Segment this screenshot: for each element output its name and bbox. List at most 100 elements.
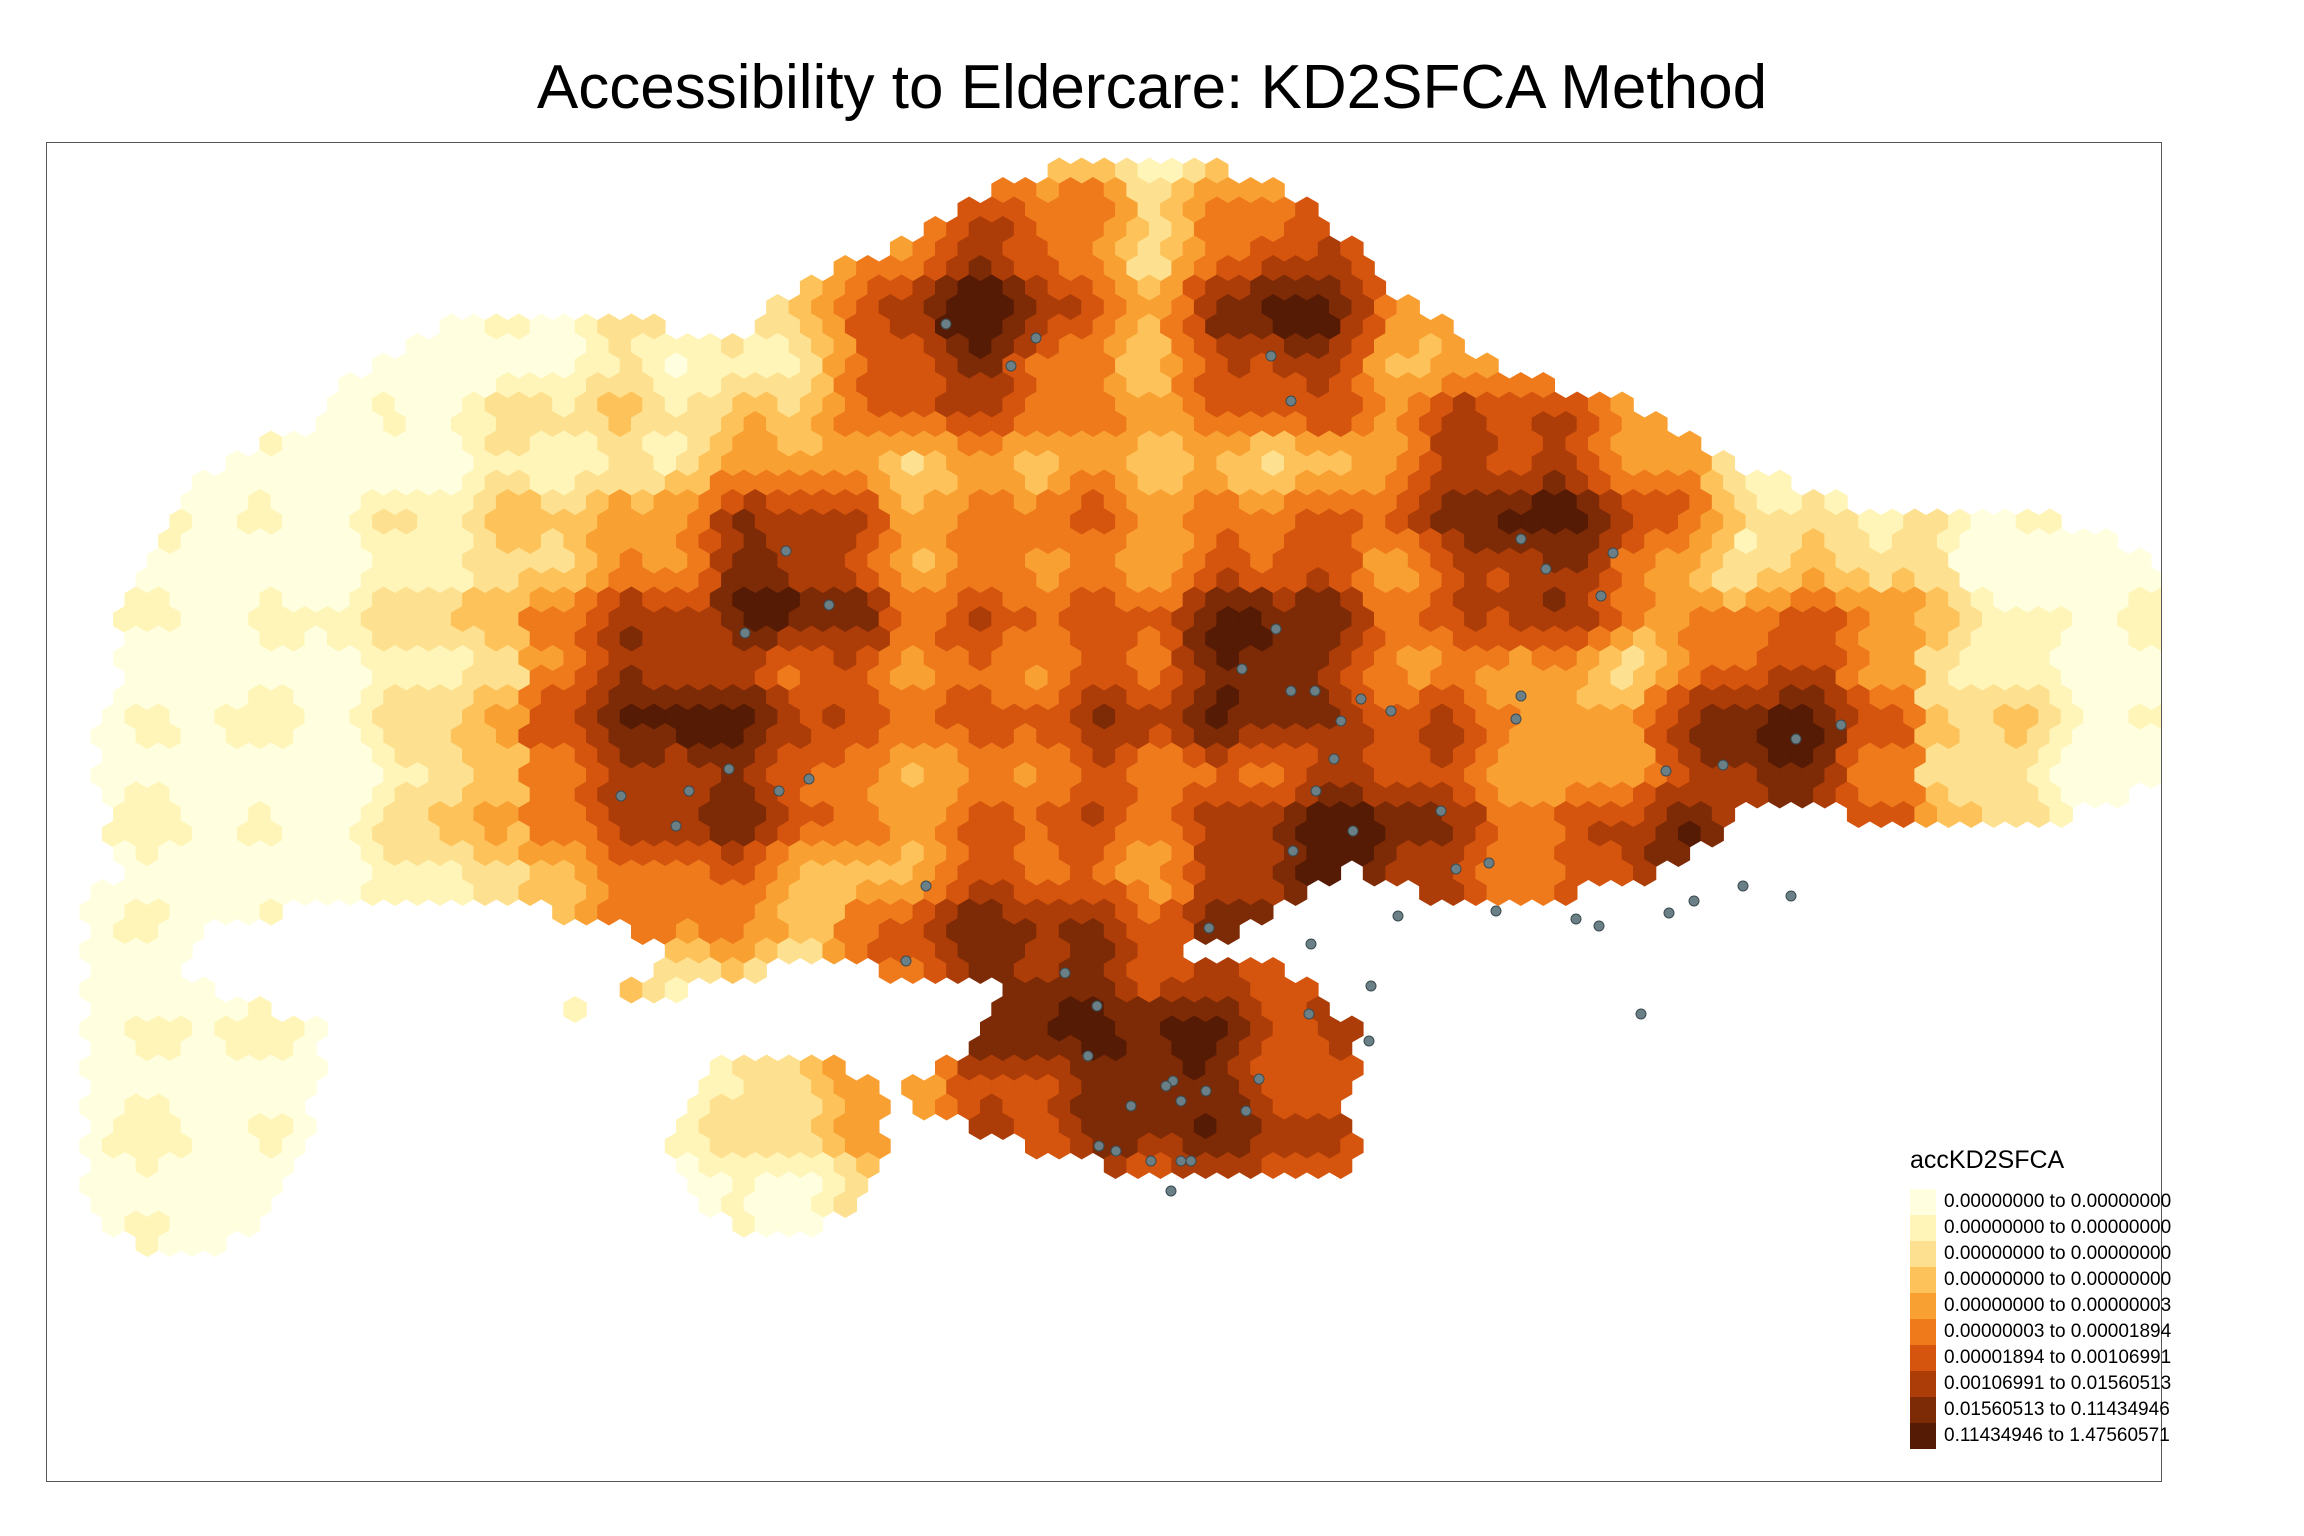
legend-label: 0.00000000 to 0.00000000 bbox=[1944, 1217, 2172, 1238]
eldercare-location-point[interactable] bbox=[1175, 1095, 1187, 1107]
eldercare-location-point[interactable] bbox=[1593, 920, 1605, 932]
hexagon-cell bbox=[2150, 587, 2161, 613]
legend-label: 0.00000000 to 0.00000000 bbox=[1944, 1269, 2172, 1290]
eldercare-location-point[interactable] bbox=[1490, 905, 1502, 917]
legend: accKD2SFCA 0.00000000 to 0.00000000 0.000… bbox=[1910, 1146, 2171, 1449]
eldercare-location-point[interactable] bbox=[1515, 533, 1527, 545]
legend-entry: 0.00000000 to 0.00000000 bbox=[1910, 1215, 2171, 1241]
eldercare-location-point[interactable] bbox=[1365, 980, 1377, 992]
eldercare-location-point[interactable] bbox=[1450, 863, 1462, 875]
hexagon-cell bbox=[2150, 743, 2161, 769]
eldercare-location-point[interactable] bbox=[670, 820, 682, 832]
eldercare-location-point[interactable] bbox=[1200, 1085, 1212, 1097]
hexagon-cell bbox=[833, 1191, 857, 1218]
eldercare-location-point[interactable] bbox=[1790, 733, 1802, 745]
eldercare-location-point[interactable] bbox=[1435, 805, 1447, 817]
eldercare-location-point[interactable] bbox=[1515, 690, 1527, 702]
eldercare-location-point[interactable] bbox=[1082, 1050, 1094, 1062]
eldercare-location-point[interactable] bbox=[1175, 1155, 1187, 1167]
eldercare-location-point[interactable] bbox=[1185, 1155, 1197, 1167]
eldercare-location-point[interactable] bbox=[1347, 825, 1359, 837]
eldercare-location-point[interactable] bbox=[1059, 967, 1071, 979]
eldercare-location-point[interactable] bbox=[1688, 895, 1700, 907]
eldercare-location-point[interactable] bbox=[1093, 1140, 1105, 1152]
hexagon-cell bbox=[1329, 1152, 1353, 1179]
eldercare-location-point[interactable] bbox=[615, 790, 627, 802]
eldercare-location-point[interactable] bbox=[1335, 715, 1347, 727]
legend-label: 0.00000000 to 0.00000000 bbox=[1944, 1243, 2172, 1264]
legend-swatch bbox=[1910, 1215, 1936, 1241]
eldercare-location-point[interactable] bbox=[1737, 880, 1749, 892]
hexagon-cell bbox=[799, 1210, 824, 1238]
eldercare-location-point[interactable] bbox=[1303, 1008, 1315, 1020]
eldercare-location-point[interactable] bbox=[1005, 360, 1017, 372]
legend-entry: 0.00001894 to 0.00106991 bbox=[1910, 1345, 2171, 1371]
eldercare-location-point[interactable] bbox=[1165, 1185, 1177, 1197]
eldercare-location-point[interactable] bbox=[1125, 1100, 1137, 1112]
eldercare-location-point[interactable] bbox=[1253, 1073, 1265, 1085]
hexagon-cell bbox=[2049, 801, 2073, 828]
eldercare-location-point[interactable] bbox=[803, 773, 815, 785]
legend-label: 0.00001894 to 0.00106991 bbox=[1944, 1347, 2172, 1368]
eldercare-location-point[interactable] bbox=[1355, 693, 1367, 705]
eldercare-location-point[interactable] bbox=[1540, 563, 1552, 575]
legend-swatch bbox=[1910, 1319, 1936, 1345]
eldercare-location-point[interactable] bbox=[1305, 938, 1317, 950]
eldercare-location-point[interactable] bbox=[1236, 663, 1248, 675]
eldercare-location-point[interactable] bbox=[1328, 753, 1340, 765]
eldercare-location-point[interactable] bbox=[900, 955, 912, 967]
eldercare-location-point[interactable] bbox=[940, 318, 952, 330]
eldercare-location-point[interactable] bbox=[1270, 623, 1282, 635]
eldercare-location-point[interactable] bbox=[723, 763, 735, 775]
eldercare-location-point[interactable] bbox=[1607, 547, 1619, 559]
eldercare-location-point[interactable] bbox=[1285, 685, 1297, 697]
eldercare-location-point[interactable] bbox=[1030, 332, 1042, 344]
eldercare-location-point[interactable] bbox=[920, 880, 932, 892]
hexagon-cell bbox=[203, 1230, 227, 1257]
eldercare-location-point[interactable] bbox=[1385, 705, 1397, 717]
eldercare-location-point[interactable] bbox=[1635, 1008, 1647, 1020]
eldercare-location-point[interactable] bbox=[1510, 713, 1522, 725]
eldercare-location-point[interactable] bbox=[1663, 907, 1675, 919]
hexagon-cell bbox=[1633, 859, 1657, 887]
legend-title: accKD2SFCA bbox=[1910, 1146, 2065, 1174]
eldercare-location-point[interactable] bbox=[1392, 910, 1404, 922]
eldercare-location-point[interactable] bbox=[1835, 719, 1847, 731]
hexagon-cell bbox=[1317, 859, 1342, 887]
legend-entry: 0.01560513 to 0.11434946 bbox=[1910, 1397, 2171, 1423]
eldercare-location-point[interactable] bbox=[1363, 1035, 1375, 1047]
eldercare-location-point[interactable] bbox=[1145, 1155, 1157, 1167]
hexagon-cell bbox=[1250, 898, 1274, 926]
legend-entry: 0.00000000 to 0.00000000 bbox=[1910, 1189, 2171, 1215]
eldercare-location-point[interactable] bbox=[1160, 1080, 1172, 1092]
eldercare-location-point[interactable] bbox=[1595, 590, 1607, 602]
legend-label: 0.11434946 to 1.47560571 bbox=[1944, 1425, 2170, 1446]
legend-entry: 0.00000000 to 0.00000003 bbox=[1910, 1293, 2171, 1319]
eldercare-location-point[interactable] bbox=[773, 785, 785, 797]
eldercare-location-point[interactable] bbox=[780, 545, 792, 557]
hexagon-choropleth-map[interactable] bbox=[47, 143, 2161, 1481]
hexagon-cell bbox=[743, 957, 767, 984]
eldercare-location-point[interactable] bbox=[1285, 395, 1297, 407]
eldercare-location-point[interactable] bbox=[683, 785, 695, 797]
eldercare-location-point[interactable] bbox=[1240, 1105, 1252, 1117]
eldercare-location-point[interactable] bbox=[1203, 922, 1215, 934]
legend-entry: 0.00000003 to 0.00001894 bbox=[1910, 1319, 2171, 1345]
eldercare-location-point[interactable] bbox=[823, 599, 835, 611]
eldercare-location-point[interactable] bbox=[1265, 350, 1277, 362]
eldercare-location-point[interactable] bbox=[1660, 765, 1672, 777]
eldercare-location-point[interactable] bbox=[1717, 759, 1729, 771]
eldercare-location-point[interactable] bbox=[1110, 1145, 1122, 1157]
map-title: Accessibility to Eldercare: KD2SFCA Meth… bbox=[536, 53, 1768, 122]
eldercare-location-point[interactable] bbox=[1091, 1000, 1103, 1012]
eldercare-location-point[interactable] bbox=[1785, 890, 1797, 902]
eldercare-location-point[interactable] bbox=[739, 627, 751, 639]
eldercare-location-point[interactable] bbox=[1287, 845, 1299, 857]
legend-swatch bbox=[1910, 1267, 1936, 1293]
eldercare-location-point[interactable] bbox=[1483, 857, 1495, 869]
eldercare-location-point[interactable] bbox=[1310, 785, 1322, 797]
eldercare-location-point[interactable] bbox=[1570, 913, 1582, 925]
hexagon-cell bbox=[1554, 879, 1578, 906]
eldercare-location-point[interactable] bbox=[1309, 685, 1321, 697]
legend-label: 0.00000003 to 0.00001894 bbox=[1944, 1321, 2172, 1342]
